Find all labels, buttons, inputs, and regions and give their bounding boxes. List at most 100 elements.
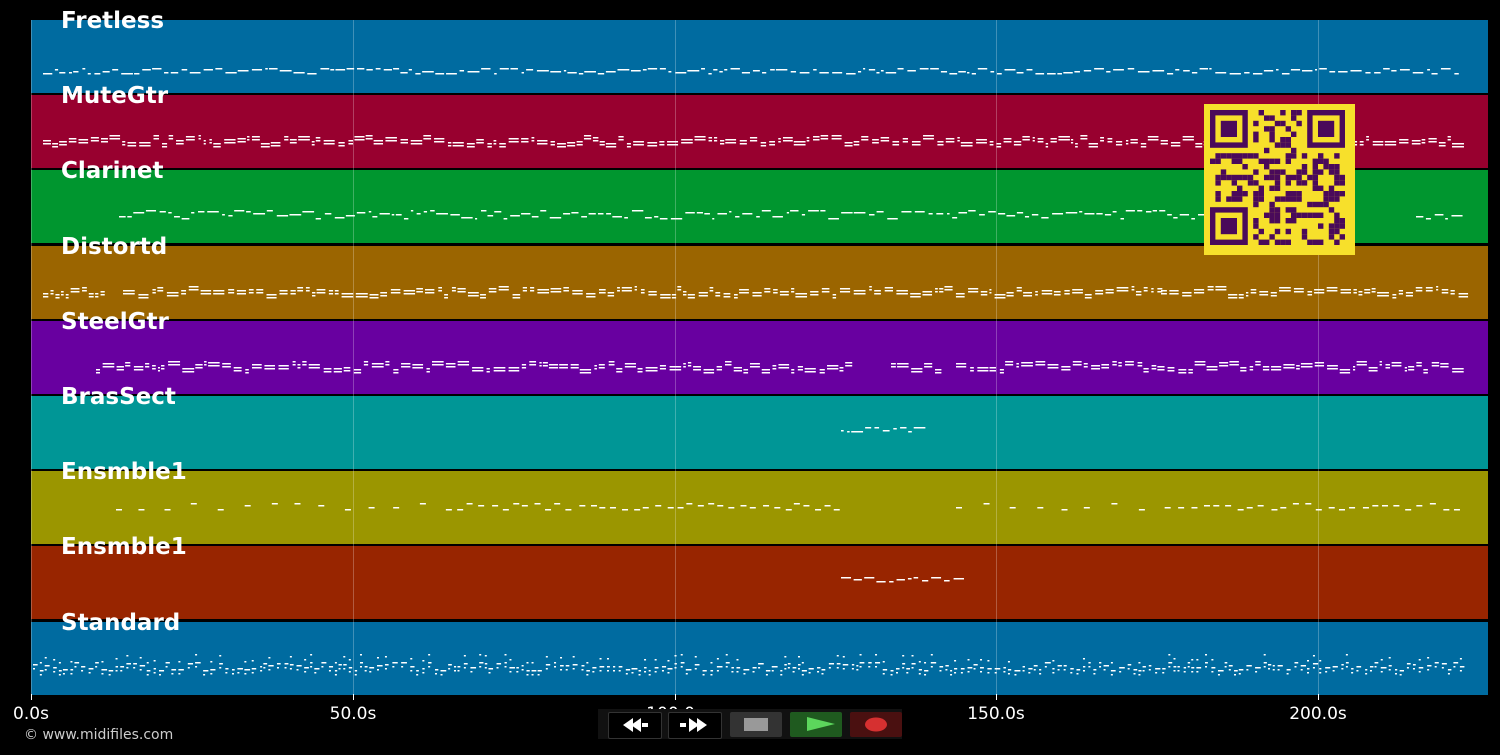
note [683, 290, 687, 293]
note [90, 137, 99, 139]
note [845, 361, 853, 364]
note [1021, 361, 1033, 364]
track-lane: Ensmble1 [31, 534, 1488, 620]
note [153, 659, 156, 662]
note [715, 294, 721, 297]
note [1384, 144, 1397, 146]
note [369, 666, 375, 669]
note [354, 139, 365, 141]
note [1203, 505, 1210, 507]
note [760, 145, 767, 147]
note [102, 362, 115, 365]
note [770, 69, 775, 71]
note [930, 653, 933, 656]
note [343, 366, 351, 369]
note [58, 669, 62, 672]
note [1249, 368, 1254, 371]
note [806, 140, 810, 142]
note [1167, 369, 1175, 372]
note [457, 665, 461, 668]
note [660, 293, 671, 296]
note [868, 69, 876, 71]
note [531, 137, 535, 139]
note [896, 667, 900, 670]
rewind-button[interactable] [608, 712, 662, 739]
note [554, 661, 557, 664]
note [493, 369, 506, 372]
note [289, 655, 292, 658]
note [868, 661, 872, 664]
note [1272, 668, 1275, 671]
note [659, 367, 666, 370]
note [945, 138, 955, 140]
note [526, 661, 529, 664]
note [1130, 139, 1138, 141]
note [874, 427, 880, 429]
note [875, 661, 881, 664]
note [710, 661, 713, 664]
note [425, 291, 435, 294]
note [716, 368, 722, 371]
note [233, 369, 242, 372]
note [1099, 661, 1102, 664]
note [1315, 69, 1318, 71]
note [426, 367, 430, 370]
note [171, 672, 174, 675]
note [208, 361, 220, 364]
note [498, 285, 509, 288]
note [1125, 363, 1134, 366]
fast-forward-button[interactable] [668, 712, 722, 739]
track-label: MuteGtr [61, 83, 169, 110]
note [195, 653, 198, 656]
note [1238, 296, 1244, 299]
note [864, 577, 875, 579]
note [1217, 673, 1220, 676]
record-button[interactable] [850, 712, 902, 737]
note [1224, 661, 1228, 664]
note [980, 670, 983, 673]
note [914, 211, 925, 213]
note [624, 362, 636, 365]
note [858, 71, 862, 73]
note [660, 296, 671, 299]
note [284, 666, 287, 669]
note [372, 216, 378, 218]
note [1148, 664, 1152, 667]
note [1450, 292, 1455, 295]
note [1130, 142, 1138, 144]
note [667, 671, 670, 674]
note [217, 509, 224, 511]
note [654, 670, 657, 673]
note [428, 653, 431, 656]
note [808, 667, 814, 670]
note [400, 72, 408, 74]
note [890, 673, 893, 676]
note [1293, 290, 1304, 293]
note [308, 363, 320, 366]
note [670, 218, 683, 220]
note [1137, 361, 1143, 364]
note [720, 140, 725, 142]
note [268, 68, 278, 70]
note [1294, 665, 1297, 668]
note [310, 665, 313, 668]
note [198, 135, 201, 137]
note [1238, 293, 1244, 296]
note [990, 71, 995, 73]
note [1047, 363, 1059, 366]
note [496, 662, 502, 665]
stop-icon [744, 718, 768, 731]
note [1366, 139, 1369, 141]
play-button[interactable] [790, 712, 842, 737]
note [400, 142, 409, 144]
note [1016, 362, 1019, 365]
track-lane: Fretless [31, 8, 1488, 93]
note [724, 69, 728, 71]
note [725, 142, 737, 144]
note [264, 364, 275, 367]
stop-button[interactable] [730, 712, 782, 737]
note [1377, 291, 1389, 294]
note [841, 577, 852, 579]
note [1329, 71, 1336, 73]
